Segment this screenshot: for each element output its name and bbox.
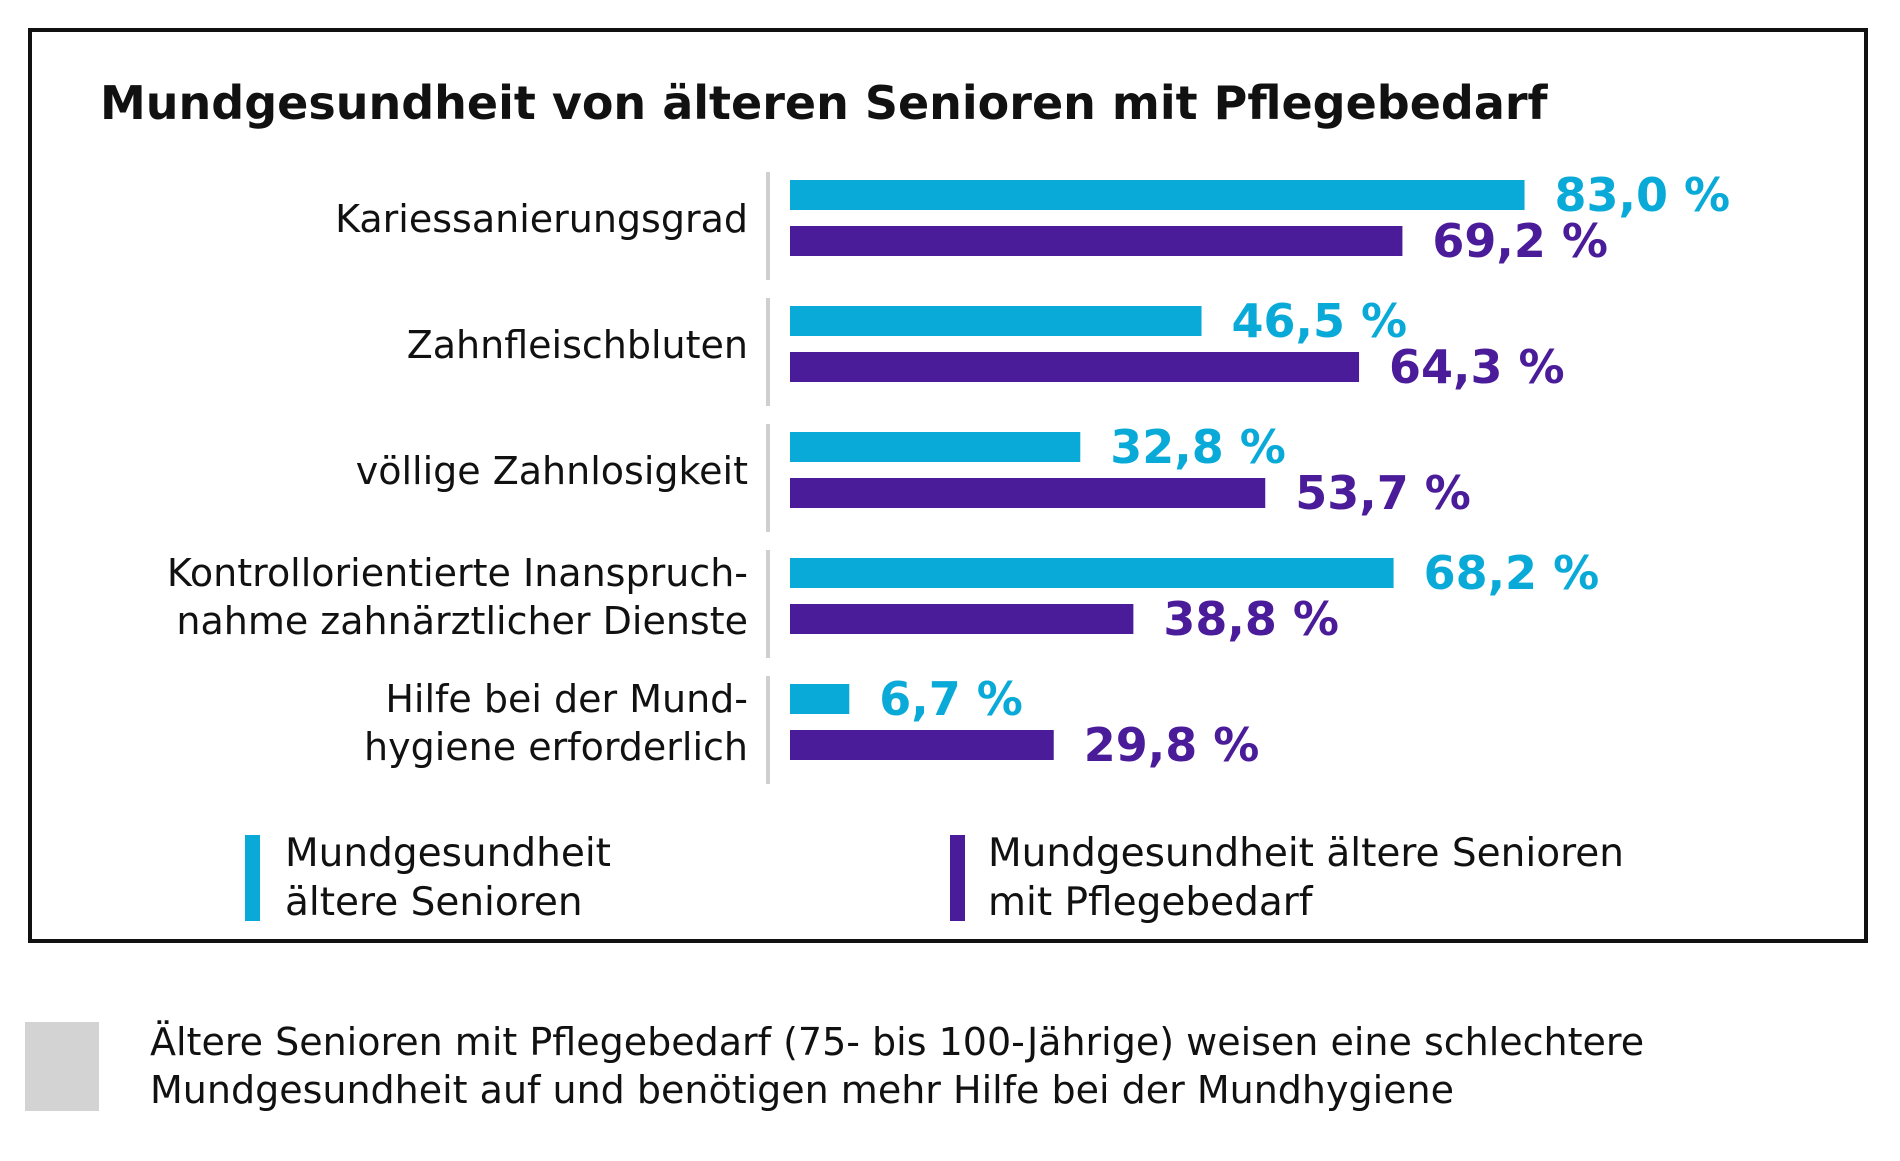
legend-line: Mundgesundheit ältere Senioren: [988, 831, 1624, 876]
chart-title: Mundgesundheit von älteren Senioren mit …: [100, 76, 1548, 130]
data-label: 83,0 %: [1555, 168, 1731, 222]
category-label: Kontrollorientierte Inanspruch-: [167, 551, 748, 595]
category-label: Zahnfleischbluten: [407, 323, 748, 367]
legend-line: mit Pflegebedarf: [988, 880, 1313, 925]
caption-line: Ältere Senioren mit Pflegebedarf (75- bi…: [150, 1020, 1645, 1064]
legend-line: ältere Senioren: [285, 880, 583, 925]
data-label: 46,5 %: [1232, 294, 1408, 348]
bar-senioren: [790, 558, 1394, 588]
legend-line: Mundgesundheit: [285, 831, 611, 876]
category-label: hygiene erforderlich: [364, 725, 748, 769]
data-label: 32,8 %: [1110, 420, 1286, 474]
legend-swatch-series-2: [950, 835, 965, 921]
bar-pflegebedarf: [790, 730, 1054, 760]
category-label: völlige Zahnlosigkeit: [356, 449, 748, 493]
category-label: Kariessanierungsgrad: [335, 197, 748, 241]
bar-senioren: [790, 432, 1081, 462]
data-label: 64,3 %: [1389, 340, 1565, 394]
category-label: nahme zahnärztlicher Dienste: [176, 599, 748, 643]
bar-senioren: [790, 306, 1202, 336]
legend-label-series-1: Mundgesundheit ältere Senioren: [285, 829, 985, 927]
bar-pflegebedarf: [790, 352, 1360, 382]
data-label: 29,8 %: [1084, 718, 1260, 772]
data-label: 68,2 %: [1424, 546, 1600, 600]
bar-senioren: [790, 684, 850, 714]
data-label: 6,7 %: [879, 672, 1023, 726]
chart-frame: [28, 28, 1868, 943]
category-label: Hilfe bei der Mund-: [385, 677, 748, 721]
caption-marker: [25, 1022, 99, 1111]
legend-label-series-2: Mundgesundheit ältere Senioren mit Pfleg…: [988, 829, 1688, 927]
data-label: 38,8 %: [1163, 592, 1339, 646]
legend-swatch-series-1: [245, 835, 260, 921]
caption-line: Mundgesundheit auf und benötigen mehr Hi…: [150, 1068, 1455, 1112]
bar-pflegebedarf: [790, 604, 1134, 634]
data-label: 69,2 %: [1432, 214, 1608, 268]
caption: Ältere Senioren mit Pflegebedarf (75- bi…: [150, 1018, 1850, 1114]
bar-senioren: [790, 180, 1525, 210]
bar-pflegebedarf: [790, 226, 1403, 256]
bar-pflegebedarf: [790, 478, 1266, 508]
data-label: 53,7 %: [1295, 466, 1471, 520]
